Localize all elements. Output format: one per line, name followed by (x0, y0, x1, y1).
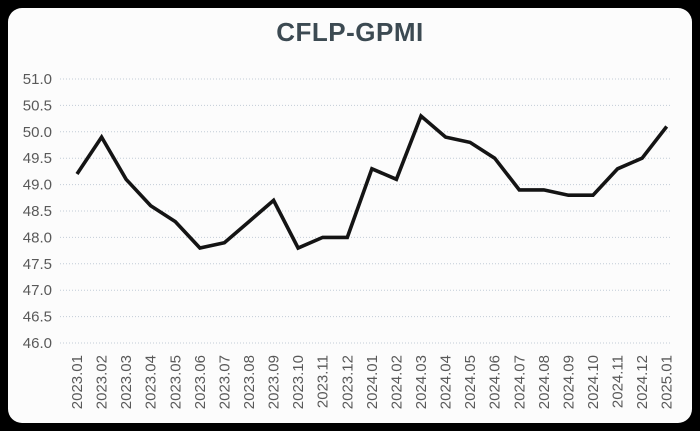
x-tick-label: 2023.02 (94, 355, 111, 409)
data-series-line (75, 112, 669, 251)
x-tick-label: 2023.03 (118, 355, 135, 409)
x-tick-label: 2024.11 (610, 355, 627, 408)
y-tick-label: 48.0 (23, 229, 52, 246)
y-tick-label: 48.5 (23, 203, 52, 220)
x-tick-label: 2023.12 (339, 355, 356, 409)
y-tick-label: 49.5 (23, 150, 52, 167)
y-tick-label: 50.5 (23, 97, 52, 114)
x-tick-label: 2023.08 (241, 355, 258, 409)
x-tick-label: 2024.07 (511, 355, 528, 409)
chart-card (8, 8, 692, 423)
y-tick-label: 51.0 (23, 71, 52, 88)
x-tick-label: 2024.06 (487, 355, 504, 409)
x-tick-label: 2024.09 (560, 355, 577, 409)
x-tick-label: 2024.04 (438, 355, 455, 409)
y-tick-label: 47.0 (23, 282, 52, 299)
y-tick-label: 50.0 (23, 124, 52, 141)
x-tick-label: 2023.04 (143, 355, 160, 409)
x-tick-label: 2023.09 (266, 355, 283, 409)
x-tick-label: 2024.01 (364, 355, 381, 409)
x-tick-label: 2023.11 (315, 355, 332, 408)
x-tick-label: 2024.05 (462, 355, 479, 409)
x-tick-label: 2023.10 (290, 355, 307, 409)
x-tick-label: 2025.01 (659, 355, 676, 409)
x-tick-label: 2023.06 (192, 355, 209, 409)
x-tick-label: 2024.12 (634, 355, 651, 409)
y-tick-label: 49.0 (23, 177, 52, 194)
x-tick-label: 2023.05 (167, 355, 184, 409)
x-tick-label: 2023.07 (216, 355, 233, 409)
x-tick-label: 2023.01 (69, 355, 86, 409)
x-tick-label: 2024.03 (413, 355, 430, 409)
y-tick-label: 46.0 (23, 335, 52, 352)
chart-title: CFLP-GPMI (276, 17, 424, 47)
y-tick-label: 46.5 (23, 309, 52, 326)
y-tick-label: 47.5 (23, 256, 52, 273)
x-tick-label: 2024.10 (585, 355, 602, 409)
x-tick-label: 2024.08 (536, 355, 553, 409)
x-tick-label: 2024.02 (388, 355, 405, 409)
